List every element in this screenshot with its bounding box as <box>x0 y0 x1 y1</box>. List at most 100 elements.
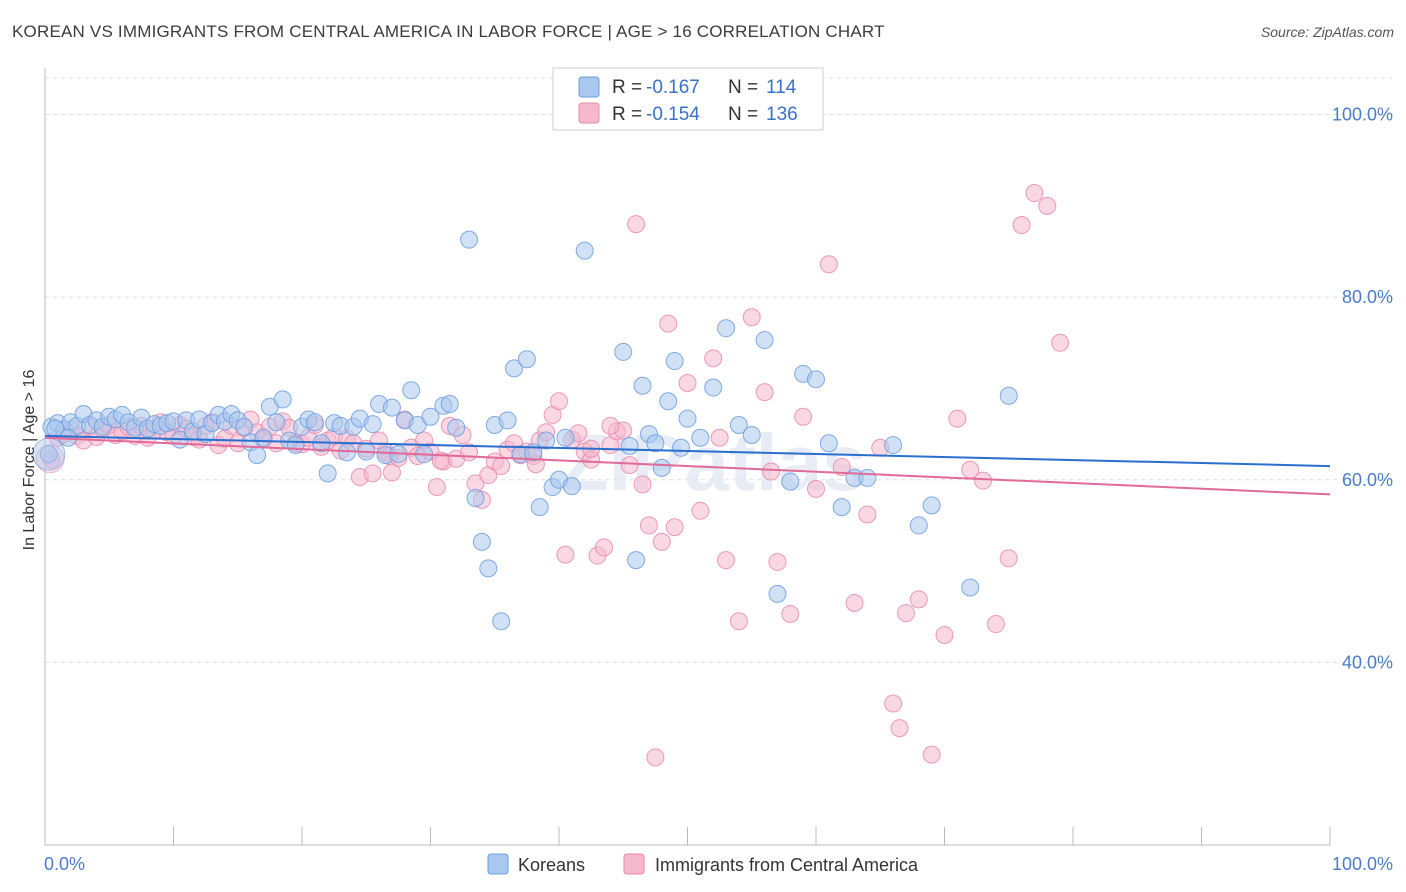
source-label: Source: ZipAtlas.com <box>1260 24 1394 40</box>
koreans-point <box>575 241 594 260</box>
y-tick-label: 100.0% <box>1332 105 1393 125</box>
koreans-point <box>337 443 356 462</box>
koreans-point <box>755 331 774 350</box>
koreans-point <box>672 438 691 457</box>
koreans-point <box>717 319 736 338</box>
koreans-point <box>466 489 485 508</box>
y-tick-label: 40.0% <box>1342 652 1393 672</box>
immigrants-point <box>710 428 729 447</box>
immigrants-point <box>948 409 967 428</box>
koreans-point <box>472 532 491 551</box>
koreans-point <box>832 498 851 517</box>
immigrants-point <box>986 615 1005 634</box>
koreans-point <box>704 378 723 397</box>
immigrants-point <box>819 255 838 274</box>
immigrants-point <box>594 538 613 557</box>
koreans-point <box>440 394 459 413</box>
immigrants-point <box>762 462 781 481</box>
koreans-trendline <box>44 434 1331 468</box>
koreans-point <box>729 415 748 434</box>
koreans-point <box>382 398 401 417</box>
koreans-point <box>652 458 671 477</box>
koreans-point <box>248 446 267 465</box>
koreans-point <box>254 428 273 447</box>
immigrants-point <box>659 314 678 333</box>
koreans-point <box>781 472 800 491</box>
legend-n-label-koreans: N = <box>728 77 758 98</box>
legend-n-value-immigrants: 136 <box>766 104 798 125</box>
immigrants-point <box>633 475 652 494</box>
legend: R = -0.167 N = 114 R = -0.154 N = 136 <box>552 67 824 131</box>
koreans-point <box>267 413 286 432</box>
legend-n-label-immigrants: N = <box>728 104 758 125</box>
immigrants-point <box>627 215 646 234</box>
koreans-point <box>819 434 838 453</box>
koreans-point <box>999 386 1018 405</box>
koreans-point <box>447 418 466 437</box>
immigrants-point <box>768 552 787 571</box>
immigrants-point <box>652 532 671 551</box>
immigrants-point <box>1025 184 1044 203</box>
bottom-legend-label-immigrants: Immigrants from Central America <box>655 855 919 875</box>
legend-r-value-immigrants: -0.154 <box>646 104 700 125</box>
immigrants-point <box>858 505 877 524</box>
immigrants-point <box>974 471 993 490</box>
immigrants-point <box>781 604 800 623</box>
immigrants-point <box>896 604 915 623</box>
immigrants-point <box>935 625 954 644</box>
immigrants-point <box>601 416 620 435</box>
koreans-point <box>742 426 761 445</box>
bottom-legend-label-koreans: Koreans <box>518 855 585 875</box>
koreans-point <box>633 376 652 395</box>
immigrants-point <box>704 349 723 368</box>
immigrants-point <box>807 479 825 498</box>
grid <box>45 77 1392 663</box>
immigrants-point <box>742 308 761 327</box>
immigrants-point <box>890 719 909 738</box>
koreans-point <box>665 352 684 371</box>
immigrants-point <box>678 373 697 392</box>
koreans-point <box>646 434 665 453</box>
koreans-point <box>858 468 877 487</box>
koreans-point <box>678 409 697 428</box>
koreans-point <box>318 464 337 483</box>
immigrants-point <box>845 594 864 613</box>
immigrants-point <box>909 590 928 609</box>
immigrants-point <box>556 545 575 564</box>
bottom-legend-swatch-koreans <box>487 853 509 875</box>
immigrants-point <box>717 551 736 570</box>
koreans-point <box>39 445 58 464</box>
immigrants-point <box>1012 216 1031 235</box>
koreans-point <box>421 407 440 426</box>
immigrants-point <box>691 501 710 520</box>
koreans-point <box>402 381 421 400</box>
immigrants-point <box>922 745 941 764</box>
immigrants-point <box>999 549 1018 568</box>
koreans-point <box>807 370 825 389</box>
immigrants-point <box>1051 333 1070 352</box>
koreans-point <box>235 417 254 436</box>
immigrants-point <box>755 383 774 402</box>
immigrants-point <box>363 464 382 483</box>
immigrants-point <box>492 457 511 476</box>
legend-r-value-koreans: -0.167 <box>646 77 700 98</box>
immigrants-point <box>620 456 639 475</box>
koreans-point <box>768 584 787 603</box>
immigrants-point <box>639 516 658 535</box>
immigrants-trendline <box>44 436 1331 496</box>
koreans-point <box>922 496 941 515</box>
koreans-point <box>305 413 324 432</box>
trendlines <box>44 434 1331 496</box>
ticks: 40.0% 60.0% 80.0% 100.0% 0.0% 100.0% <box>44 105 1393 874</box>
immigrants-point <box>794 407 813 426</box>
immigrants-point <box>884 694 903 713</box>
immigrants-point <box>427 478 446 497</box>
koreans-point <box>537 431 556 450</box>
koreans-point <box>556 428 575 447</box>
koreans-point <box>460 230 479 249</box>
legend-n-value-koreans: 114 <box>766 77 797 98</box>
immigrants-point <box>550 392 568 411</box>
x-tick-label-min: 0.0% <box>44 854 85 874</box>
koreans-point <box>614 342 633 361</box>
